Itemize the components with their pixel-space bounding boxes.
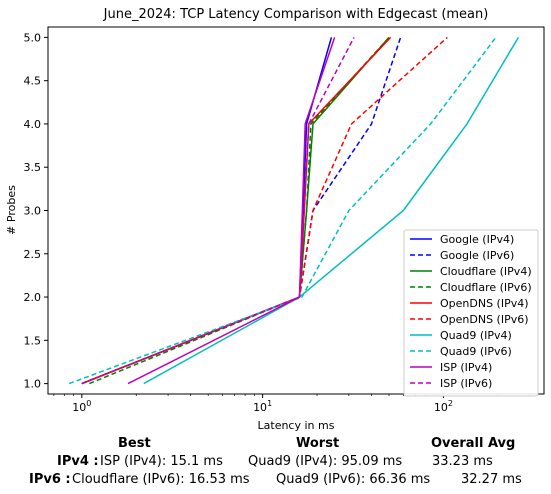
y-axis: 1.0 1.5 2.0 2.5 3.0 3.5 4.0 4.5 5.0 — [24, 31, 49, 390]
ipv6-best: Cloudflare (IPv6): 16.53 ms — [72, 472, 250, 487]
ipv4-overall-avg: 33.23 ms — [432, 454, 493, 469]
x-axis: 100 101 102 — [54, 394, 530, 414]
x-axis-label: Latency in ms — [258, 419, 335, 432]
y-tick-label: 4.5 — [24, 75, 42, 88]
overall-avg-header: Overall Avg — [431, 436, 515, 451]
ipv4-worst: Quad9 (IPv4): 95.09 ms — [248, 454, 402, 469]
y-tick-label: 3.0 — [24, 205, 42, 218]
ipv6-row-label: IPv6 : — [29, 472, 71, 487]
legend-label: ISP (IPv4) — [440, 361, 492, 374]
ipv6-overall-avg: 32.27 ms — [461, 472, 522, 487]
legend-label: Cloudflare (IPv6) — [440, 281, 532, 294]
summary-stats: Best Worst Overall Avg IPv4 : ISP (IPv4)… — [0, 432, 551, 494]
worst-header: Worst — [296, 436, 339, 451]
legend: Google (IPv4) Google (IPv6) Cloudflare (IP… — [404, 230, 538, 396]
legend-label: OpenDNS (IPv6) — [440, 313, 529, 326]
y-axis-label: # Probes — [5, 185, 18, 235]
legend-label: OpenDNS (IPv4) — [440, 297, 529, 310]
legend-label: Google (IPv6) — [440, 249, 514, 262]
y-tick-label: 4.0 — [24, 118, 42, 131]
legend-label: Google (IPv4) — [440, 233, 514, 246]
best-header: Best — [118, 436, 151, 451]
y-tick-label: 1.5 — [24, 334, 42, 347]
x-tick-label: 100 — [72, 399, 91, 414]
x-tick-label: 102 — [434, 399, 453, 414]
y-tick-label: 2.0 — [24, 291, 42, 304]
y-tick-label: 5.0 — [24, 31, 42, 44]
legend-label: Cloudflare (IPv4) — [440, 265, 532, 278]
y-tick-label: 1.0 — [24, 378, 42, 391]
ipv4-row-label: IPv4 : — [57, 454, 99, 469]
legend-label: Quad9 (IPv6) — [440, 345, 512, 358]
y-tick-label: 2.5 — [24, 248, 42, 261]
latency-chart: June_2024: TCP Latency Comparison with E… — [0, 0, 551, 432]
y-tick-label: 3.5 — [24, 161, 42, 174]
ipv6-worst: Quad9 (IPv6): 66.36 ms — [276, 472, 430, 487]
legend-label: Quad9 (IPv4) — [440, 329, 512, 342]
legend-label: ISP (IPv6) — [440, 377, 492, 390]
chart-title: June_2024: TCP Latency Comparison with E… — [103, 7, 489, 22]
x-tick-label: 101 — [253, 399, 272, 414]
ipv4-best: ISP (IPv4): 15.1 ms — [100, 454, 223, 469]
